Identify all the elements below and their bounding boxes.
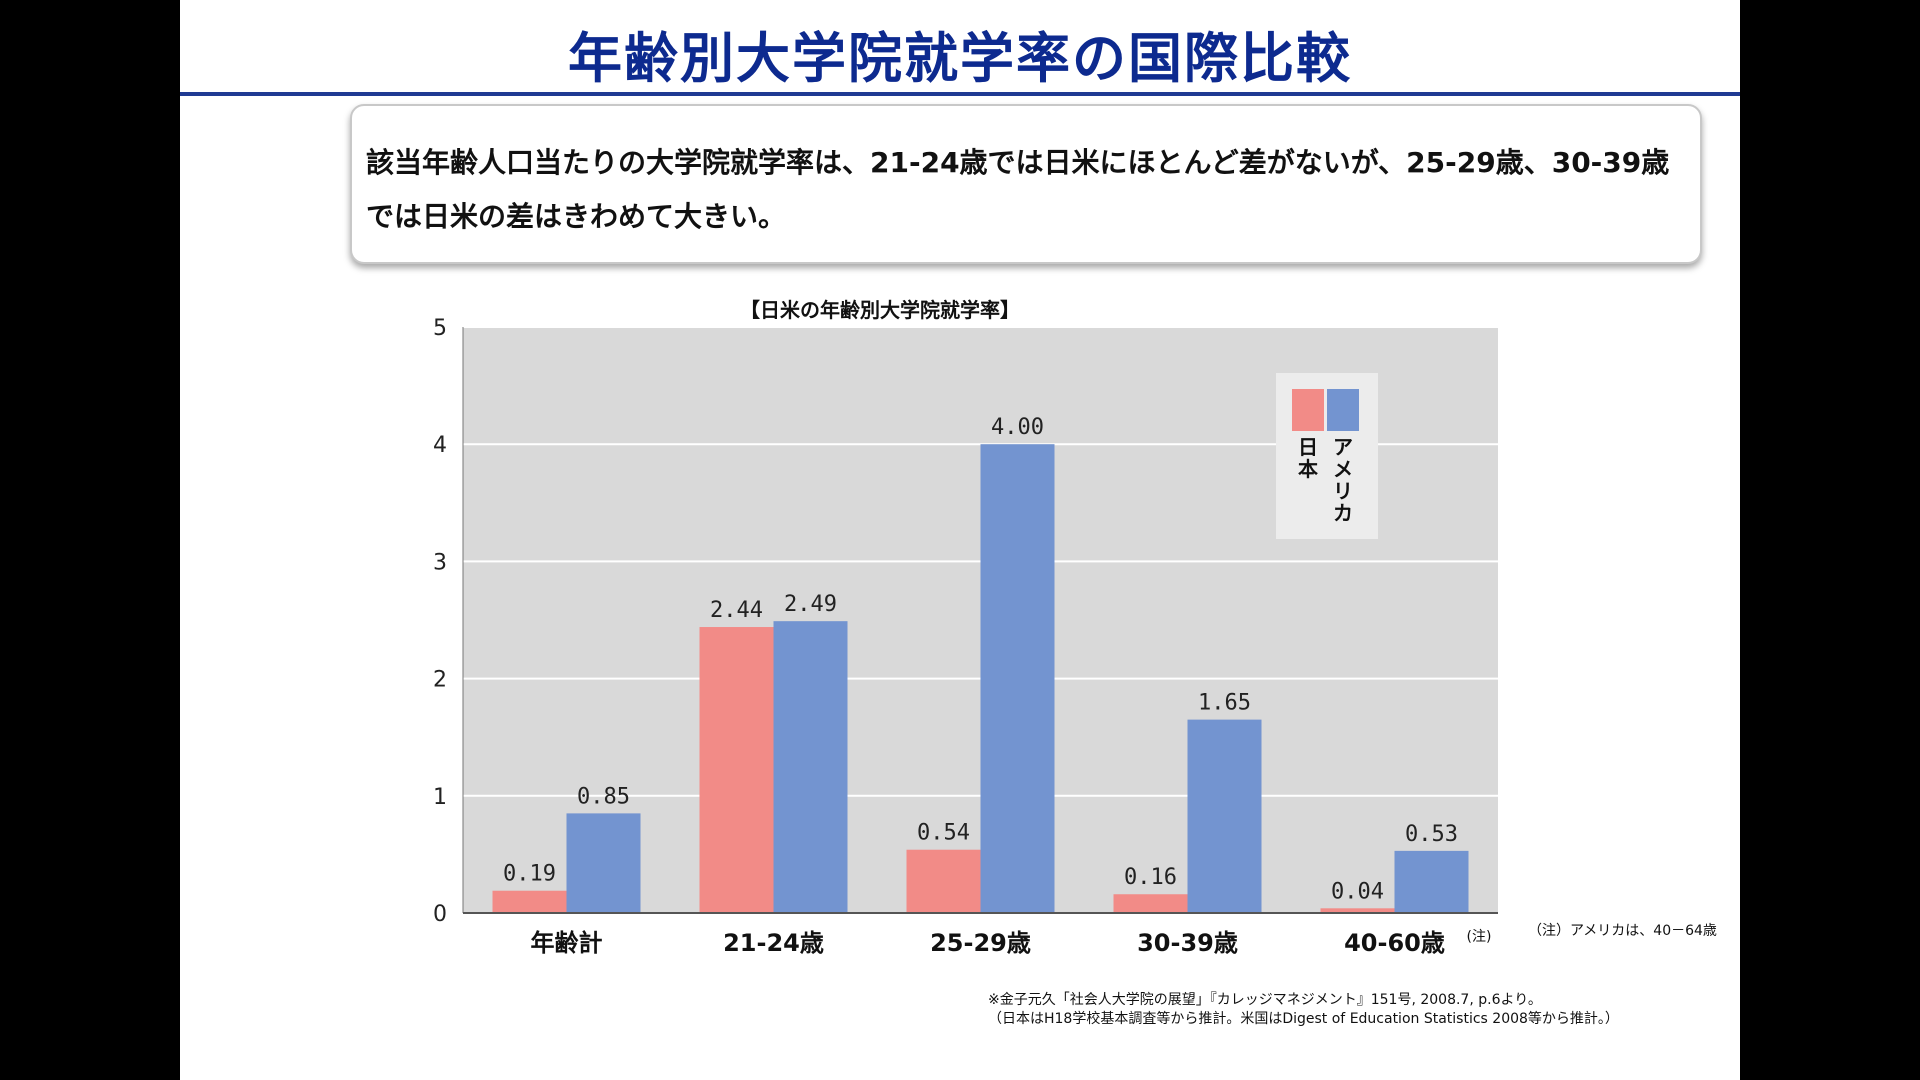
page-title: 年齢別大学院就学率の国際比較 — [568, 27, 1352, 90]
data-label: 2.49 — [784, 592, 837, 617]
y-tick-label: 3 — [433, 550, 447, 575]
y-tick-label: 1 — [433, 785, 447, 810]
bar-japan — [492, 890, 567, 913]
source-note: ※金子元久「社会人大学院の展望」『カレッジマネジメント』151号, 2008.7… — [988, 991, 1619, 1029]
data-label: 0.04 — [1331, 879, 1384, 904]
x-tick-label: 年齢計 — [531, 929, 603, 957]
y-tick-label: 5 — [433, 316, 447, 341]
us-age-note: （注）アメリカは、40－64歳 — [1528, 923, 1717, 939]
data-label: 0.19 — [503, 862, 556, 887]
bar-japan — [906, 849, 981, 913]
data-label: 0.85 — [577, 784, 630, 809]
bar-japan — [699, 627, 774, 913]
y-tick-label: 0 — [433, 902, 447, 927]
data-label: 0.16 — [1124, 865, 1177, 890]
data-label: 0.54 — [917, 821, 970, 846]
bar-usa — [980, 444, 1055, 913]
bar-usa — [773, 621, 848, 913]
x-tick-label: 40-60歳 — [1344, 929, 1445, 957]
summary-callout: 該当年齢人口当たりの大学院就学率は、21-24歳では日米にほとんど差がないが、2… — [350, 104, 1702, 264]
summary-text: 該当年齢人口当たりの大学院就学率は、21-24歳では日米にほとんど差がないが、2… — [366, 146, 1670, 233]
bar-japan — [1320, 908, 1395, 913]
chart-title: 【日米の年齢別大学院就学率】 — [740, 298, 1020, 322]
data-label: 1.65 — [1198, 691, 1251, 716]
bar-usa — [1187, 719, 1262, 913]
legend-label-char: メ — [1333, 457, 1353, 481]
legend-label-char: リ — [1333, 479, 1353, 503]
bar-japan — [1113, 894, 1188, 913]
data-label: 4.00 — [991, 415, 1044, 440]
y-tick-label: 2 — [433, 668, 447, 693]
legend-swatch-japan — [1292, 389, 1324, 431]
legend-label-char: ア — [1333, 435, 1353, 459]
legend-label-char: 日 — [1298, 435, 1318, 459]
data-label: 0.53 — [1405, 822, 1458, 847]
x-tick-label: 25-29歳 — [930, 929, 1031, 957]
data-label: 2.44 — [710, 598, 763, 623]
x-tick-label: 21-24歳 — [723, 929, 824, 957]
legend-label-char: カ — [1333, 501, 1353, 525]
y-tick-label: 4 — [433, 433, 447, 458]
bar-usa — [566, 813, 641, 913]
x-tick-note: (注) — [1467, 929, 1492, 945]
legend-label-char: 本 — [1298, 457, 1318, 481]
bar-usa — [1394, 850, 1469, 913]
x-tick-label: 30-39歳 — [1137, 929, 1238, 957]
legend-swatch-usa — [1327, 389, 1359, 431]
source-line-2: （日本はH18学校基本調査等から推計。米国はDigest of Educatio… — [988, 1011, 1619, 1027]
source-line-1: ※金子元久「社会人大学院の展望」『カレッジマネジメント』151号, 2008.7… — [988, 992, 1542, 1008]
title-divider — [180, 92, 1740, 96]
